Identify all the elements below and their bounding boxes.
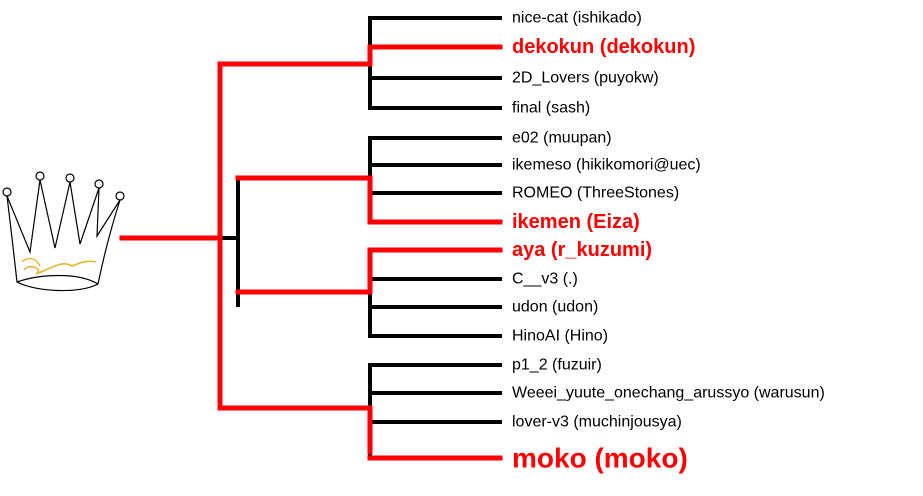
winner-entry-label: ikemen (Eiza) [512,211,640,233]
entry-label: e02 (muupan) [512,130,612,147]
winner-entry-label: aya (r_kuzumi) [512,239,652,261]
entry-label: final (sash) [512,100,590,117]
entry-label: ikemeso (hikikomori@uec) [512,157,701,174]
entry-label: 2D_Lovers (puyokw) [512,70,659,87]
winner-entry-label: dekokun (dekokun) [512,36,695,58]
entry-label: ROMEO (ThreeStones) [512,185,679,202]
entry-label: lover-v3 (muchinjousya) [512,414,682,431]
entry-label: Weeei_yuute_onechang_arussyo (warusun) [512,385,825,402]
entry-label: p1_2 (fuzuir) [512,357,602,374]
entry-label: udon (udon) [512,299,598,316]
entry-label: C__v3 (.) [512,271,578,288]
winner-entry-label: moko (moko) [512,443,688,474]
entry-label: nice-cat (ishikado) [512,10,642,27]
entry-label: HinoAI (Hino) [512,328,608,345]
crown-icon [2,171,125,292]
